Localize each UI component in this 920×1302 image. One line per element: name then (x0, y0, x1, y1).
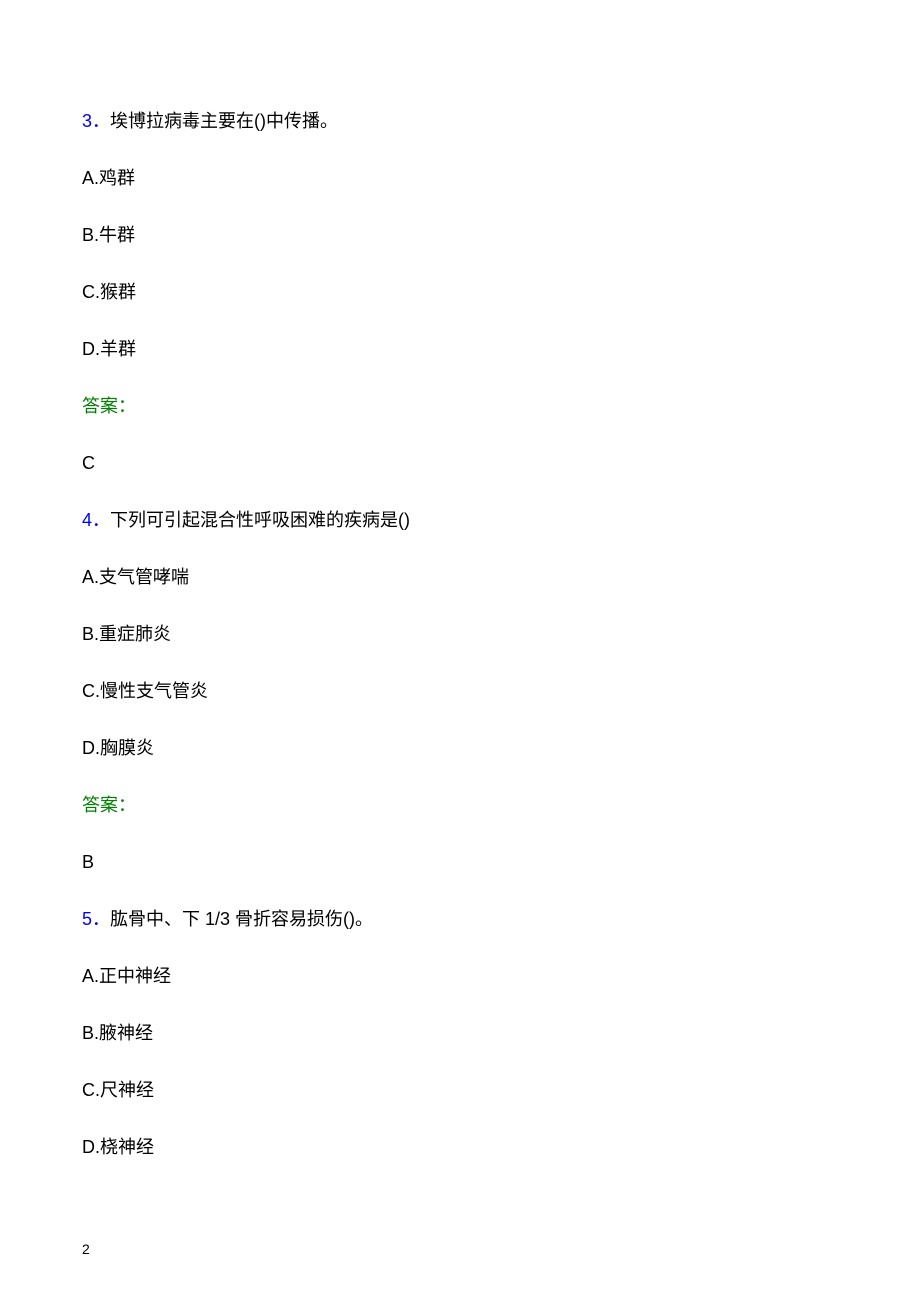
answer-label: 答案： (82, 792, 838, 819)
option-d: D.桡神经 (82, 1134, 838, 1161)
answer-value: C (82, 450, 838, 477)
question-separator: ． (92, 510, 110, 530)
question-line: 3．埃博拉病毒主要在()中传播。 (82, 108, 838, 135)
page-number: 2 (82, 1241, 90, 1257)
question-text: 下列可引起混合性呼吸困难的疾病是() (110, 510, 410, 530)
option-c: C.慢性支气管炎 (82, 678, 838, 705)
question-block: 4．下列可引起混合性呼吸困难的疾病是() A.支气管哮喘 B.重症肺炎 C.慢性… (82, 507, 838, 876)
option-a: A.鸡群 (82, 165, 838, 192)
question-number: 3 (82, 111, 92, 131)
option-d: D.羊群 (82, 336, 838, 363)
option-a: A.支气管哮喘 (82, 564, 838, 591)
answer-label: 答案： (82, 393, 838, 420)
question-text: 肱骨中、下 1/3 骨折容易损伤()。 (110, 909, 373, 929)
option-b: B.腋神经 (82, 1020, 838, 1047)
question-block: 5．肱骨中、下 1/3 骨折容易损伤()。 A.正中神经 B.腋神经 C.尺神经… (82, 906, 838, 1161)
question-text: 埃博拉病毒主要在()中传播。 (110, 111, 338, 131)
question-number: 5 (82, 909, 92, 929)
question-line: 4．下列可引起混合性呼吸困难的疾病是() (82, 507, 838, 534)
question-block: 3．埃博拉病毒主要在()中传播。 A.鸡群 B.牛群 C.猴群 D.羊群 答案：… (82, 108, 838, 477)
question-separator: ． (92, 909, 110, 929)
question-separator: ． (92, 111, 110, 131)
option-b: B.重症肺炎 (82, 621, 838, 648)
question-line: 5．肱骨中、下 1/3 骨折容易损伤()。 (82, 906, 838, 933)
answer-value: B (82, 849, 838, 876)
option-d: D.胸膜炎 (82, 735, 838, 762)
option-a: A.正中神经 (82, 963, 838, 990)
question-number: 4 (82, 510, 92, 530)
option-c: C.猴群 (82, 279, 838, 306)
option-c: C.尺神经 (82, 1077, 838, 1104)
option-b: B.牛群 (82, 222, 838, 249)
document-content: 3．埃博拉病毒主要在()中传播。 A.鸡群 B.牛群 C.猴群 D.羊群 答案：… (82, 108, 838, 1161)
